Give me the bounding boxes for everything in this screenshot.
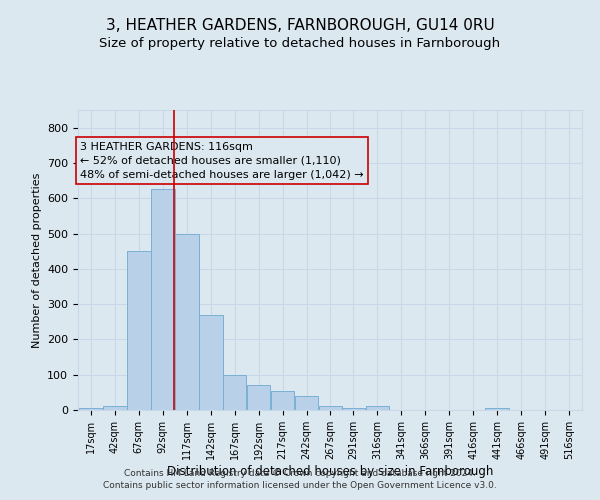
Bar: [175, 234, 199, 410]
Bar: [199, 314, 223, 410]
Bar: [223, 374, 247, 410]
Bar: [365, 406, 389, 410]
Bar: [271, 390, 295, 410]
X-axis label: Distribution of detached houses by size in Farnborough: Distribution of detached houses by size …: [167, 464, 493, 477]
Bar: [151, 190, 175, 410]
Text: 3, HEATHER GARDENS, FARNBOROUGH, GU14 0RU: 3, HEATHER GARDENS, FARNBOROUGH, GU14 0R…: [106, 18, 494, 32]
Bar: [485, 408, 509, 410]
Text: Contains HM Land Registry data © Crown copyright and database right 2024.
Contai: Contains HM Land Registry data © Crown c…: [103, 469, 497, 490]
Bar: [103, 406, 127, 410]
Bar: [341, 408, 365, 410]
Bar: [295, 396, 319, 410]
Bar: [247, 386, 271, 410]
Text: 3 HEATHER GARDENS: 116sqm
← 52% of detached houses are smaller (1,110)
48% of se: 3 HEATHER GARDENS: 116sqm ← 52% of detac…: [80, 142, 364, 180]
Bar: [79, 408, 103, 410]
Bar: [127, 251, 151, 410]
Bar: [319, 406, 343, 410]
Text: Size of property relative to detached houses in Farnborough: Size of property relative to detached ho…: [100, 38, 500, 51]
Y-axis label: Number of detached properties: Number of detached properties: [32, 172, 41, 348]
